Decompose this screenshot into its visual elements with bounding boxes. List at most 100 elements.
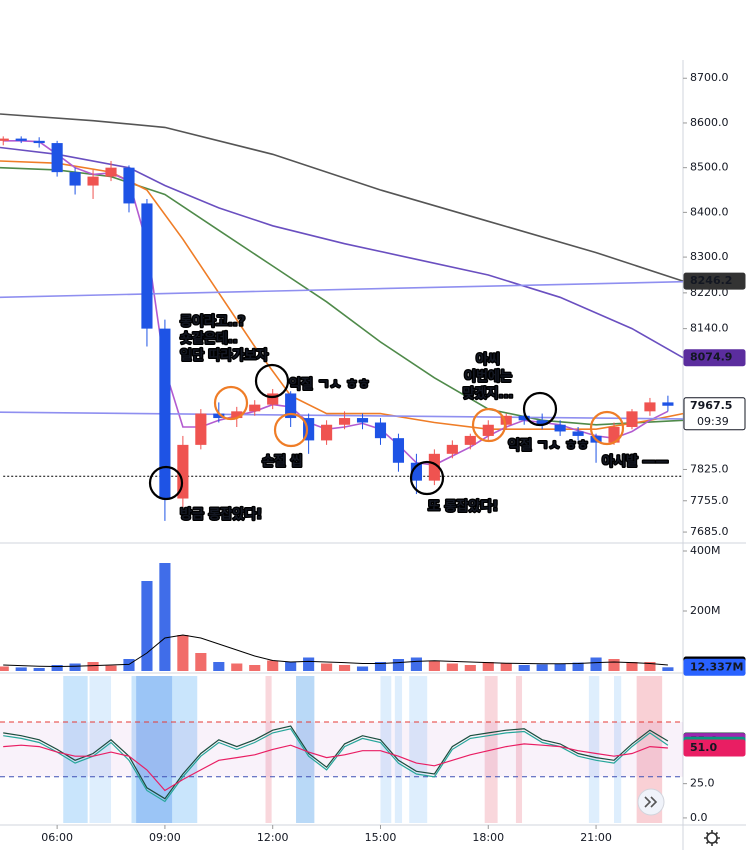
annotation-circle [589,410,625,446]
candle-body [123,167,135,204]
volume-bar [87,662,99,671]
candle-body [518,415,530,421]
volume-bar [51,665,63,671]
candle-body [285,393,297,419]
volume-bar [410,657,422,671]
x-tick-label: 15:00 [365,831,397,844]
annotation-circle [522,391,558,427]
annotation-text: 맞겠지... [463,386,514,402]
y-tick-label: 25.0 [690,777,715,790]
candle-body [213,413,225,419]
candle-body [195,413,207,445]
annotation-text: 아씨 [476,352,500,368]
price-badge-label: 7967.5 [690,399,732,412]
candle-body [303,418,315,441]
signal-shading [614,676,622,823]
signal-shading [588,676,600,823]
volume-bar [0,666,9,671]
volume-bar [105,665,117,671]
volume-bar [249,665,261,671]
volume-bar [231,663,243,671]
candle-body [87,176,99,186]
volume-bar [500,663,512,671]
candle-body [249,404,261,412]
plot-layer: 8700.08600.08500.08400.08300.08220.08140… [0,71,746,844]
price-badge [683,658,746,676]
candle-body [141,203,153,329]
annotation-circle [409,460,445,496]
volume-bar [321,663,333,671]
volume-bar [482,662,494,671]
settings-button[interactable] [704,830,720,846]
annotation-text: 일단 따라가보자 [180,348,268,364]
countdown: 09:39 [697,415,729,428]
annotation-text: 아시발 —— [602,454,668,470]
candle-body [356,418,369,423]
volume-bar [123,659,135,671]
signal-shading [89,676,112,823]
price-badge-label: 8074.9 [690,351,732,364]
moving-average [0,113,684,282]
price-badge-label: 12.337M [690,660,743,673]
annotation-text: 롱이라고..? [180,314,245,330]
x-tick-label: 18:00 [472,831,504,844]
y-tick-label: 0.0 [690,811,708,824]
price-badge [683,349,746,367]
volume-bar [267,660,279,671]
volume-bar [392,659,405,671]
candle-body [15,138,27,141]
annotation-circle [254,363,290,399]
volume-bar [159,563,171,671]
candle-body [231,411,243,419]
signal-shading [296,676,315,823]
scroll-button[interactable] [637,788,665,816]
volume-bar [608,659,620,671]
volume-bar [626,662,638,671]
volume-bar [572,662,584,671]
volume-bar [464,665,476,671]
volume-bar [141,581,153,671]
annotation-circle [273,412,309,448]
volume-bar [15,667,27,671]
y-tick-label: 8400.0 [690,205,729,218]
candle-body [410,462,422,481]
y-tick-label: 8600.0 [690,116,729,129]
volume-bar [195,653,207,671]
y-tick-label: 7755.0 [690,494,729,507]
candle-body [608,426,620,443]
candle-body [159,328,171,499]
candle-body [446,444,458,454]
y-tick-label: 200M [690,604,721,617]
annotation-circle [148,465,184,501]
volume-bar [590,657,602,671]
candle-body [500,415,512,425]
volume-bar [213,662,225,671]
candle-body [177,444,189,499]
candle-body [554,424,566,432]
annotation-text: 익절 ㄱㅅ ㅎㅎ [508,438,589,454]
volume-bar [446,663,458,671]
x-tick-label: 09:00 [149,831,181,844]
candle-body [626,411,638,427]
volume-bar [177,635,189,671]
gear-teeth[interactable] [704,830,720,846]
y-tick-label: 8140.0 [690,322,729,335]
candle-body [267,393,279,405]
x-tick-label: 21:00 [580,831,612,844]
volume-bar [303,657,315,671]
moving-average [0,146,684,359]
moving-average [0,280,684,299]
candle-body [33,140,45,144]
candle-body [69,172,81,186]
annotation-text: 또 롱잡았다! [428,499,498,515]
volume-bar [356,666,369,671]
candle-body [105,167,117,177]
x-tick-label: 12:00 [257,831,289,844]
y-tick-label: 8700.0 [690,71,729,84]
oscillator-line [3,725,669,800]
oscillator-line [3,743,668,792]
price-badge [683,739,746,757]
scroll-icon[interactable] [644,796,658,808]
annotation-text: 손절 씹 [262,454,302,470]
